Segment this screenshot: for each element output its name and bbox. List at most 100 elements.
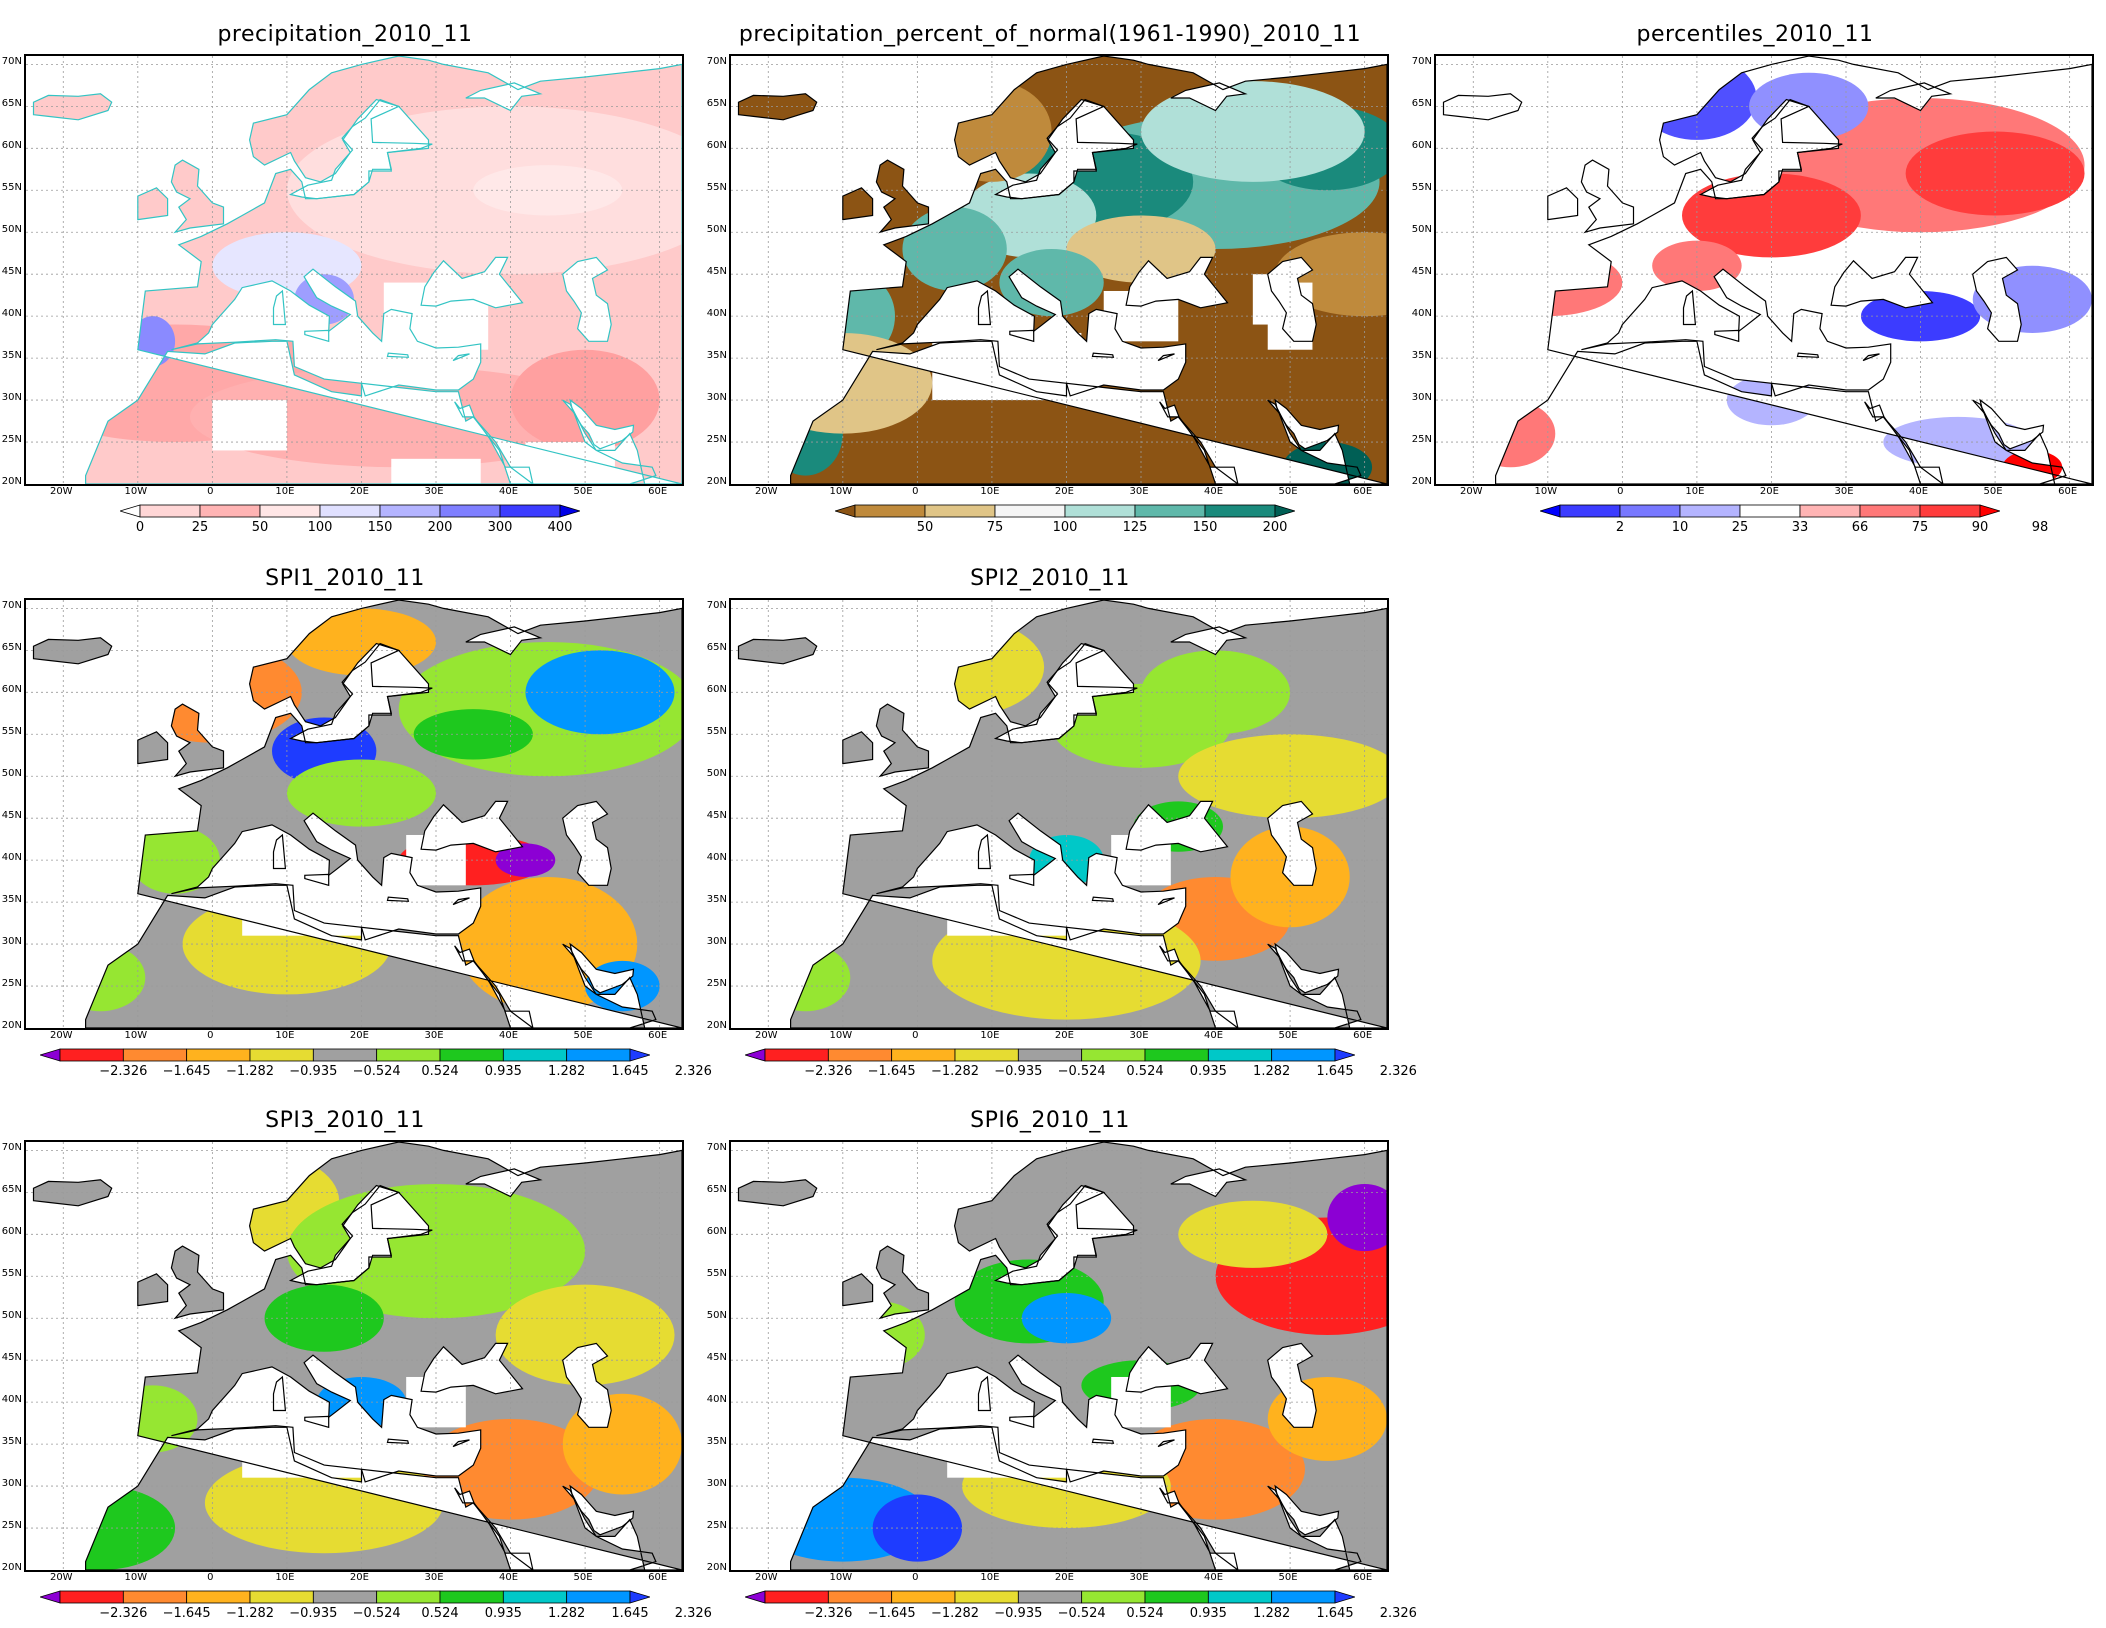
map-panel-precipitation: precipitation_2010_11 70N 65N 60N 55N 50N 45N 4…: [0, 22, 690, 542]
colorbar-label: 0.524: [1126, 1606, 1164, 1621]
colorbar-cell: [1017, 1590, 1083, 1604]
colorbar-cell: [854, 504, 926, 518]
colorbar-cell: [1207, 1590, 1273, 1604]
colorbar-cell: [891, 1048, 956, 1062]
latitude-label: 55N: [1411, 182, 1432, 194]
longitude-label: 10W: [829, 486, 853, 497]
latitude-label: 50N: [1, 768, 22, 780]
colorbar-cell: [376, 1048, 441, 1062]
longitude-label: 0: [1617, 486, 1624, 497]
field-region: [768, 391, 843, 476]
colorbar-label: −0.935: [994, 1606, 1043, 1621]
longitude-label: 60E: [1353, 1030, 1373, 1041]
longitude-label: 50E: [1983, 486, 2003, 497]
latitude-label: 55N: [706, 726, 727, 738]
latitude-label: 70N: [1, 56, 22, 68]
graticule: [731, 56, 1387, 484]
latitude-label: 35N: [706, 350, 727, 362]
latitude-label: 20N: [1, 476, 22, 487]
longitude-label: 20E: [1054, 486, 1074, 497]
colorbar-label: −0.935: [289, 1606, 338, 1621]
colorbar-label: −1.645: [867, 1606, 916, 1621]
colorbar-cell: [439, 1590, 504, 1604]
colorbar-label: 0: [135, 520, 145, 535]
field-region: [510, 349, 660, 451]
latitude-label: 35N: [1, 1436, 22, 1448]
latitude-label: 60N: [1, 1226, 22, 1238]
map-canvas: [26, 600, 682, 1028]
map-canvas: [731, 600, 1387, 1028]
colorbar-label: −2.326: [99, 1064, 148, 1079]
colorbar-arrow-low: [1540, 504, 1561, 518]
colorbar-cell: [1017, 1048, 1083, 1062]
latitude-label: 40N: [1411, 308, 1432, 320]
map-area: [729, 54, 1389, 486]
longitude-label: 30E: [424, 486, 444, 497]
colorbar-cell: [59, 1048, 124, 1062]
longitude-label: 20E: [349, 1030, 369, 1041]
colorbar-arrow-high: [629, 1590, 650, 1604]
map-area: [1434, 54, 2094, 486]
colorbar-cell: [249, 1048, 314, 1062]
colorbar-cell: [1799, 504, 1861, 518]
latitude-label: 70N: [706, 600, 727, 612]
latitude-label: 40N: [706, 852, 727, 864]
longitude-label: 50E: [1278, 1030, 1298, 1041]
map-panel-spi3: SPI3_2010_11 70N 65N 60N 55N 50N 45N 40N 35N 30N 2…: [0, 1108, 712, 1628]
longitude-label: 0: [912, 486, 919, 497]
colorbar-label: 100: [307, 520, 333, 535]
colorbar-label: 75: [986, 520, 1004, 535]
map-panel-percentiles: percentiles_2010_11 70N 65N 60N 55N 50N 45N 40N…: [1410, 22, 2100, 542]
colorbar-cell: [1144, 1590, 1209, 1604]
colorbar-cell: [186, 1590, 251, 1604]
latitude-label: 60N: [706, 140, 727, 152]
longitude-label: 20W: [754, 1030, 778, 1041]
latitude-label: 45N: [1, 810, 22, 822]
colorbar-label: −0.935: [289, 1064, 338, 1079]
latitude-label: 40N: [1, 308, 22, 320]
colorbar-cell: [139, 504, 201, 518]
latitude-label: 30N: [1, 392, 22, 404]
longitude-label: 10E: [980, 486, 1000, 497]
latitude-label: 65N: [1, 1184, 22, 1196]
colorbar-cell: [259, 504, 321, 518]
longitude-label: 60E: [1353, 486, 1373, 497]
colorbar-label: 0.935: [1189, 1606, 1227, 1621]
colorbar-label: 100: [1052, 520, 1078, 535]
longitude-label: 10W: [124, 1572, 148, 1583]
colorbar-cell: [566, 1590, 631, 1604]
longitude-label: 10W: [124, 486, 148, 497]
latitude-label: 70N: [706, 56, 727, 68]
colorbar-cell: [1207, 1048, 1273, 1062]
colorbar: [745, 1048, 1355, 1062]
latitude-label: 25N: [706, 1520, 727, 1532]
map-canvas: [26, 56, 682, 484]
graticule: [731, 1142, 1387, 1570]
field-region: [760, 944, 851, 1012]
colorbar-label: 25: [191, 520, 209, 535]
longitude-label: 10E: [275, 1030, 295, 1041]
longitude-label: 20E: [349, 486, 369, 497]
colorbar-cell: [1081, 1590, 1146, 1604]
field-region: [495, 1284, 675, 1386]
colorbar-label: 75: [1911, 520, 1929, 535]
colorbar-arrow-high: [559, 504, 580, 518]
colorbar-cell: [439, 1048, 504, 1062]
colorbar-cell: [312, 1590, 378, 1604]
map-canvas: [1436, 56, 2092, 484]
longitude-label: 60E: [2058, 486, 2078, 497]
colorbar-label: 1.282: [548, 1064, 586, 1079]
map-title: precipitation_percent_of_normal(1961-199…: [738, 22, 1362, 47]
latitude-label: 25N: [1, 978, 22, 990]
longitude-label: 40E: [499, 486, 519, 497]
latitude-label: 70N: [1, 1142, 22, 1154]
map-panel-spi6: SPI6_2010_11 70N 65N 60N 55N 50N 45N 40N 35N 30N 2…: [705, 1108, 1417, 1628]
map-area: [24, 1140, 684, 1572]
latitude-label: 35N: [706, 894, 727, 906]
colorbar-cell: [764, 1048, 829, 1062]
colorbar-label: 98: [2031, 520, 2049, 535]
latitude-label: 55N: [1, 726, 22, 738]
longitude-label: 40E: [1204, 486, 1224, 497]
colorbar-label: 1.645: [1316, 1606, 1354, 1621]
colorbar-cell: [1081, 1048, 1146, 1062]
